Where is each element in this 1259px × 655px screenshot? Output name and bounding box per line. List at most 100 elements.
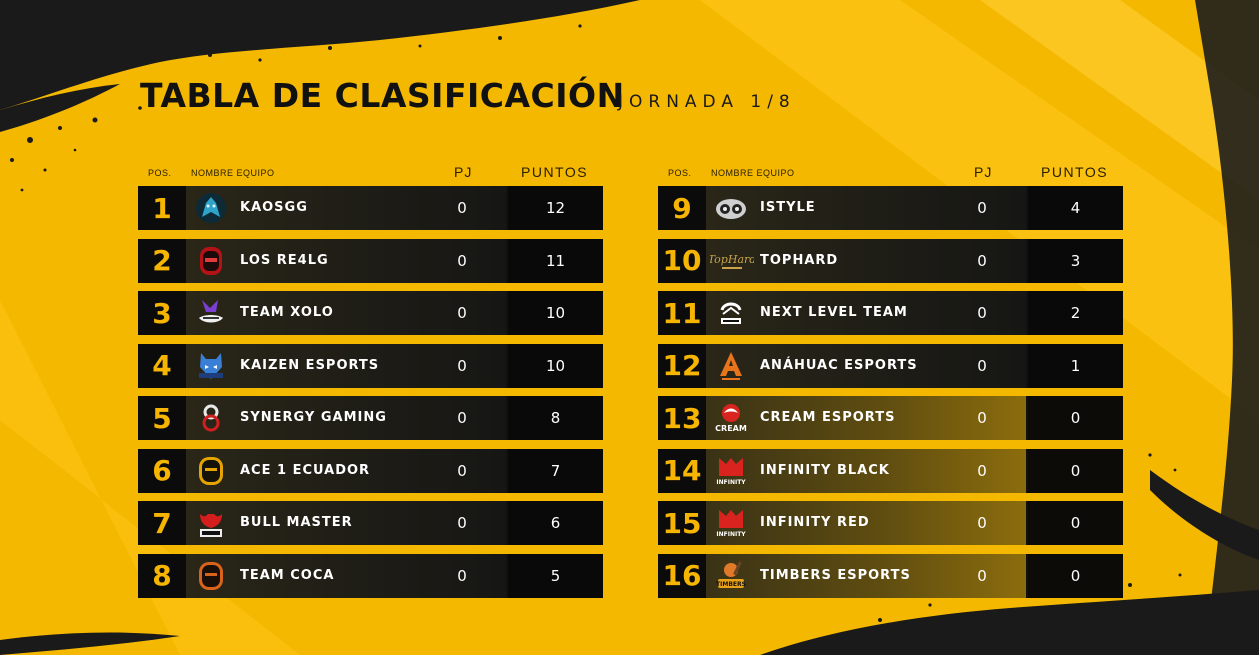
- team-name: NEXT LEVEL TEAM: [760, 305, 908, 320]
- row-band: [186, 448, 506, 493]
- page-title: TABLA DE CLASIFICACIÓN: [140, 76, 625, 115]
- tophard-logo-text: TopHard: [710, 253, 754, 266]
- infinity-logo-text: INFINITY: [716, 531, 746, 538]
- position-number: 14: [658, 448, 706, 493]
- row-band: [186, 553, 506, 598]
- played-value: 0: [457, 514, 467, 532]
- points-value: 10: [508, 291, 603, 335]
- played-value: 0: [457, 304, 467, 322]
- row-band: [706, 238, 1026, 283]
- points-value: 2: [1028, 291, 1123, 335]
- points-value: 0: [1028, 501, 1123, 545]
- col-pj-header: PJ: [454, 164, 473, 180]
- position-number: 2: [138, 238, 186, 283]
- row-band: [706, 186, 1026, 230]
- table-row: 1 KAOSGG 0 12: [138, 186, 603, 230]
- position-number: 9: [658, 186, 706, 230]
- points-value: 7: [508, 448, 603, 493]
- timbers-logo-icon: TIMBERS: [713, 558, 749, 594]
- team-name: LOS RE4LG: [240, 252, 329, 268]
- points-value: 0: [1028, 448, 1123, 493]
- row-band: [706, 448, 1026, 493]
- table-row: 3 TEAM XOLO 0 10: [138, 291, 603, 335]
- table-row: 12 ANÁHUAC ESPORTS 0 1: [658, 343, 1123, 388]
- position-number: 1: [138, 186, 186, 230]
- row-band: [706, 501, 1026, 545]
- table-row: 2 LOS RE4LG 0 11: [138, 238, 603, 283]
- cream-logo-text: CREAM: [715, 424, 747, 433]
- table-row: 15 INFINITY INFINITY RED 0 0: [658, 501, 1123, 545]
- row-band: [186, 186, 506, 230]
- points-value: 8: [508, 396, 603, 440]
- row-band: [706, 343, 1026, 388]
- table-row: 8 TEAM COCA 0 5: [138, 553, 603, 598]
- position-number: 15: [658, 501, 706, 545]
- points-value: 6: [508, 501, 603, 545]
- points-value: 12: [508, 186, 603, 230]
- points-value: 4: [1028, 186, 1123, 230]
- team-name: TEAM COCA: [240, 567, 335, 583]
- played-value: 0: [457, 356, 467, 375]
- table-row: 5 SYNERGY GAMING 0 8: [138, 396, 603, 440]
- table-row: 10 TopHard TOPHARD 0 3: [658, 238, 1123, 283]
- table-row: 9 ISTYLE 0 4: [658, 186, 1123, 230]
- kaosgg-logo-icon: [193, 190, 229, 226]
- row-band: [186, 501, 506, 545]
- team-name: CREAM ESPORTS: [760, 410, 896, 425]
- col-name-header: NOMBRE EQUIPO: [191, 168, 275, 178]
- row-band: [186, 238, 506, 283]
- table-row: 16 TIMBERS TIMBERS ESPORTS 0 0: [658, 553, 1123, 598]
- team-name: ANÁHUAC ESPORTS: [760, 357, 918, 373]
- nextlevel-logo-icon: [713, 295, 749, 331]
- table-row: 4 KAIZEN ESPORTS 0 10: [138, 343, 603, 388]
- tophard-logo-icon: TopHard: [710, 243, 754, 279]
- row-band: [706, 396, 1026, 440]
- table-row: 13 CREAM CREAM ESPORTS 0 0: [658, 396, 1123, 440]
- synergy-logo-icon: [193, 400, 229, 436]
- played-value: 0: [977, 514, 987, 532]
- played-value: 0: [977, 566, 987, 585]
- position-number: 10: [658, 238, 706, 283]
- position-number: 13: [658, 396, 706, 440]
- col-points-header: PUNTOS: [1041, 164, 1109, 180]
- played-value: 0: [457, 409, 467, 427]
- position-number: 7: [138, 501, 186, 545]
- points-value: 3: [1028, 238, 1123, 283]
- position-number: 11: [658, 291, 706, 335]
- points-value: 1: [1028, 343, 1123, 388]
- team-name: ISTYLE: [760, 200, 816, 215]
- played-value: 0: [977, 251, 987, 270]
- played-value: 0: [457, 199, 467, 217]
- row-band: [186, 343, 506, 388]
- played-value: 0: [977, 199, 987, 217]
- team-name: KAIZEN ESPORTS: [240, 357, 380, 373]
- cream-logo-icon: CREAM: [713, 400, 749, 436]
- coca-logo-icon: [193, 558, 229, 594]
- col-pos-header: POS.: [148, 168, 172, 178]
- played-value: 0: [977, 304, 987, 322]
- row-band: [706, 553, 1026, 598]
- position-number: 4: [138, 343, 186, 388]
- kaizen-logo-icon: [193, 348, 229, 384]
- table-header: POS. NOMBRE EQUIPO PJ PUNTOS: [138, 158, 603, 186]
- played-value: 0: [977, 409, 987, 427]
- ace1-logo-icon: [193, 453, 229, 489]
- timbers-logo-text: TIMBERS: [716, 581, 746, 588]
- points-value: 10: [508, 343, 603, 388]
- row-band: [706, 291, 1026, 335]
- team-name: INFINITY BLACK: [760, 462, 890, 478]
- team-name: KAOSGG: [240, 200, 308, 215]
- table-row: 14 INFINITY INFINITY BLACK 0 0: [658, 448, 1123, 493]
- points-value: 0: [1028, 396, 1123, 440]
- anahuac-logo-icon: [713, 348, 749, 384]
- played-value: 0: [457, 461, 467, 480]
- played-value: 0: [977, 461, 987, 480]
- points-value: 0: [1028, 553, 1123, 598]
- infinity-red-logo-icon: INFINITY: [713, 505, 749, 541]
- table-header: POS. NOMBRE EQUIPO PJ PUNTOS: [658, 158, 1123, 186]
- team-name: INFINITY RED: [760, 515, 870, 530]
- round-label: JORNADA 1/8: [618, 92, 796, 112]
- team-name: ACE 1 ECUADOR: [240, 462, 371, 478]
- bull-logo-icon: [193, 505, 229, 541]
- col-points-header: PUNTOS: [521, 164, 589, 180]
